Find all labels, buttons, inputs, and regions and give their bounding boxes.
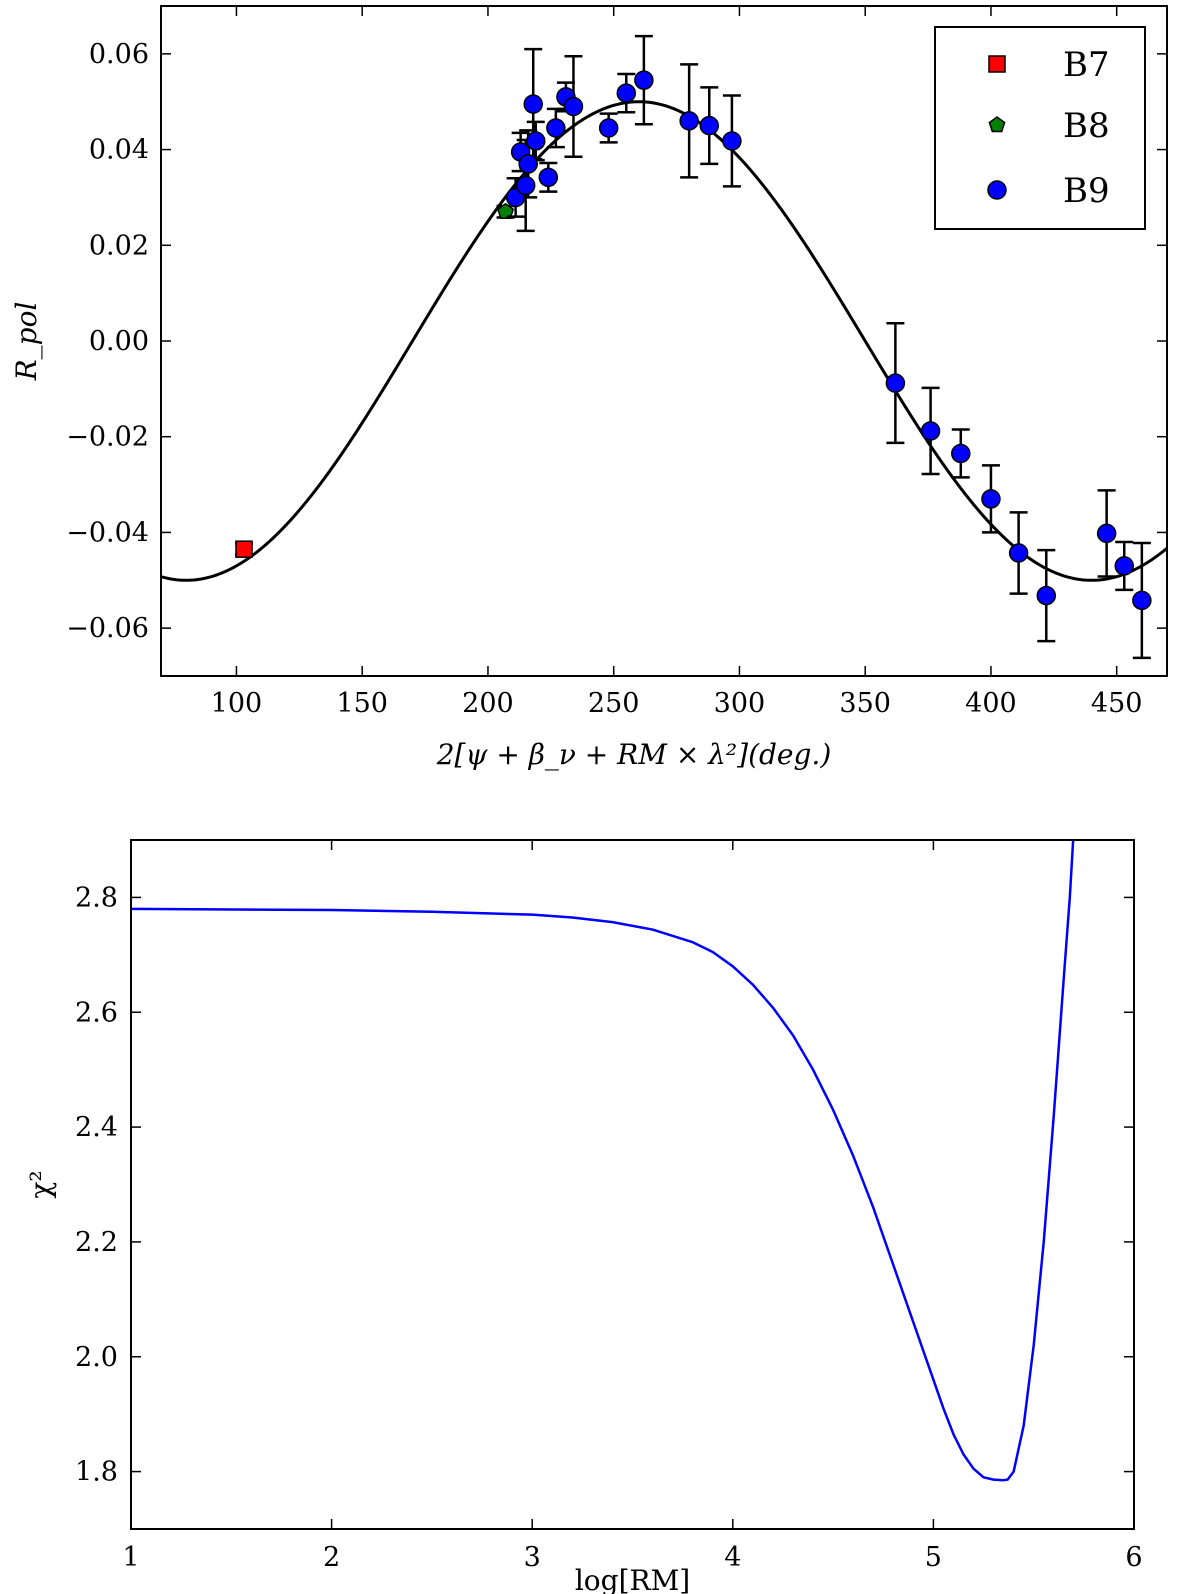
series-b9: [505, 34, 1152, 660]
y-tick-label: 0.02: [89, 230, 149, 261]
legend-label-b7: B7: [1063, 45, 1110, 85]
data-point-b9: [885, 373, 906, 393]
data-point-b9: [525, 131, 546, 151]
x-tick-label: 5: [925, 1542, 942, 1573]
data-point-b8: [497, 202, 515, 220]
y-axis-label: χ²: [24, 1170, 57, 1198]
data-point-b9: [920, 421, 941, 441]
y-tick-label: 2.2: [75, 1227, 118, 1258]
x-axis-label: log[RM]: [575, 1564, 690, 1594]
legend-label-b8: B8: [1063, 106, 1110, 146]
legend-marker-b9: [987, 180, 1007, 200]
data-point-b9: [598, 118, 619, 138]
data-point-b9: [1096, 523, 1117, 544]
series-b7: [234, 540, 253, 558]
y-tick-label: −0.04: [66, 517, 149, 548]
y-tick-label: 0.04: [89, 135, 149, 166]
x-tick-label: 100: [211, 688, 263, 719]
data-point-b9: [518, 154, 538, 174]
x-tick-label: 200: [462, 688, 514, 719]
y-tick-label: −0.06: [66, 613, 149, 644]
x-tick-label: 350: [839, 688, 891, 719]
y-tick-label: 0.06: [89, 39, 149, 70]
y-tick-label: 2.8: [75, 882, 118, 913]
data-point-b9: [981, 489, 1001, 509]
y-tick-label: 2.6: [75, 997, 118, 1028]
y-tick-label: −0.02: [66, 422, 149, 453]
x-axis-label: 2[ψ + β_ν + RM × λ²](deg.): [436, 738, 832, 771]
data-point-b9: [523, 94, 543, 114]
legend-marker-b7: [988, 55, 1006, 73]
data-point-b9: [1132, 590, 1152, 611]
data-point-b7: [235, 540, 253, 558]
y-tick-label: 2.0: [75, 1342, 118, 1373]
series-b8: [496, 202, 515, 220]
y-axis-label: R_pol: [10, 302, 43, 382]
data-point-b9: [1008, 543, 1029, 563]
x-tick-label: 300: [714, 688, 766, 719]
x-tick-label: 1: [122, 1542, 139, 1573]
x-tick-label: 6: [1125, 1542, 1142, 1573]
x-tick-label: 2: [323, 1542, 340, 1573]
x-tick-label: 250: [588, 688, 640, 719]
legend-marker-b8: [988, 116, 1006, 133]
data-point-b9: [1114, 556, 1134, 576]
legend-label-b9: B9: [1063, 171, 1110, 211]
data-point-b9: [546, 118, 566, 138]
data-point-b9: [1036, 585, 1057, 606]
data-point-b9: [563, 96, 584, 117]
data-point-b9: [634, 70, 654, 90]
data-point-b9: [951, 443, 971, 464]
data-point-b9: [722, 131, 742, 151]
data-point-b9: [538, 167, 559, 188]
plot-frame: [130, 839, 1135, 1530]
data-point-b9: [699, 115, 720, 136]
series-line-chi2: [131, 840, 1075, 1482]
y-tick-label: 0.00: [89, 326, 149, 357]
bottom-chart: 1 2 3 4 5 6 1.8 2.0 2.2 2.4 2.6 2.8 log[RM] χ²: [24, 839, 1143, 1594]
x-tick-label: 400: [965, 688, 1017, 719]
x-tick-label: 450: [1091, 688, 1143, 719]
top-chart: 100 150 200 250 300 350 400 450 −0.06 −0.04 −0.02 0…: [10, 5, 1168, 771]
data-point-b9: [679, 111, 699, 131]
x-tick-label: 150: [336, 688, 388, 719]
legend-box: [934, 26, 1146, 230]
legend: B7 B8 B9: [934, 26, 1146, 230]
data-point-b9: [616, 83, 637, 103]
y-tick-label: 1.8: [75, 1457, 118, 1488]
x-tick-label: 3: [524, 1542, 541, 1573]
x-tick-label: 4: [724, 1542, 741, 1573]
data-point-b9: [515, 175, 536, 196]
y-tick-label: 2.4: [75, 1112, 118, 1143]
